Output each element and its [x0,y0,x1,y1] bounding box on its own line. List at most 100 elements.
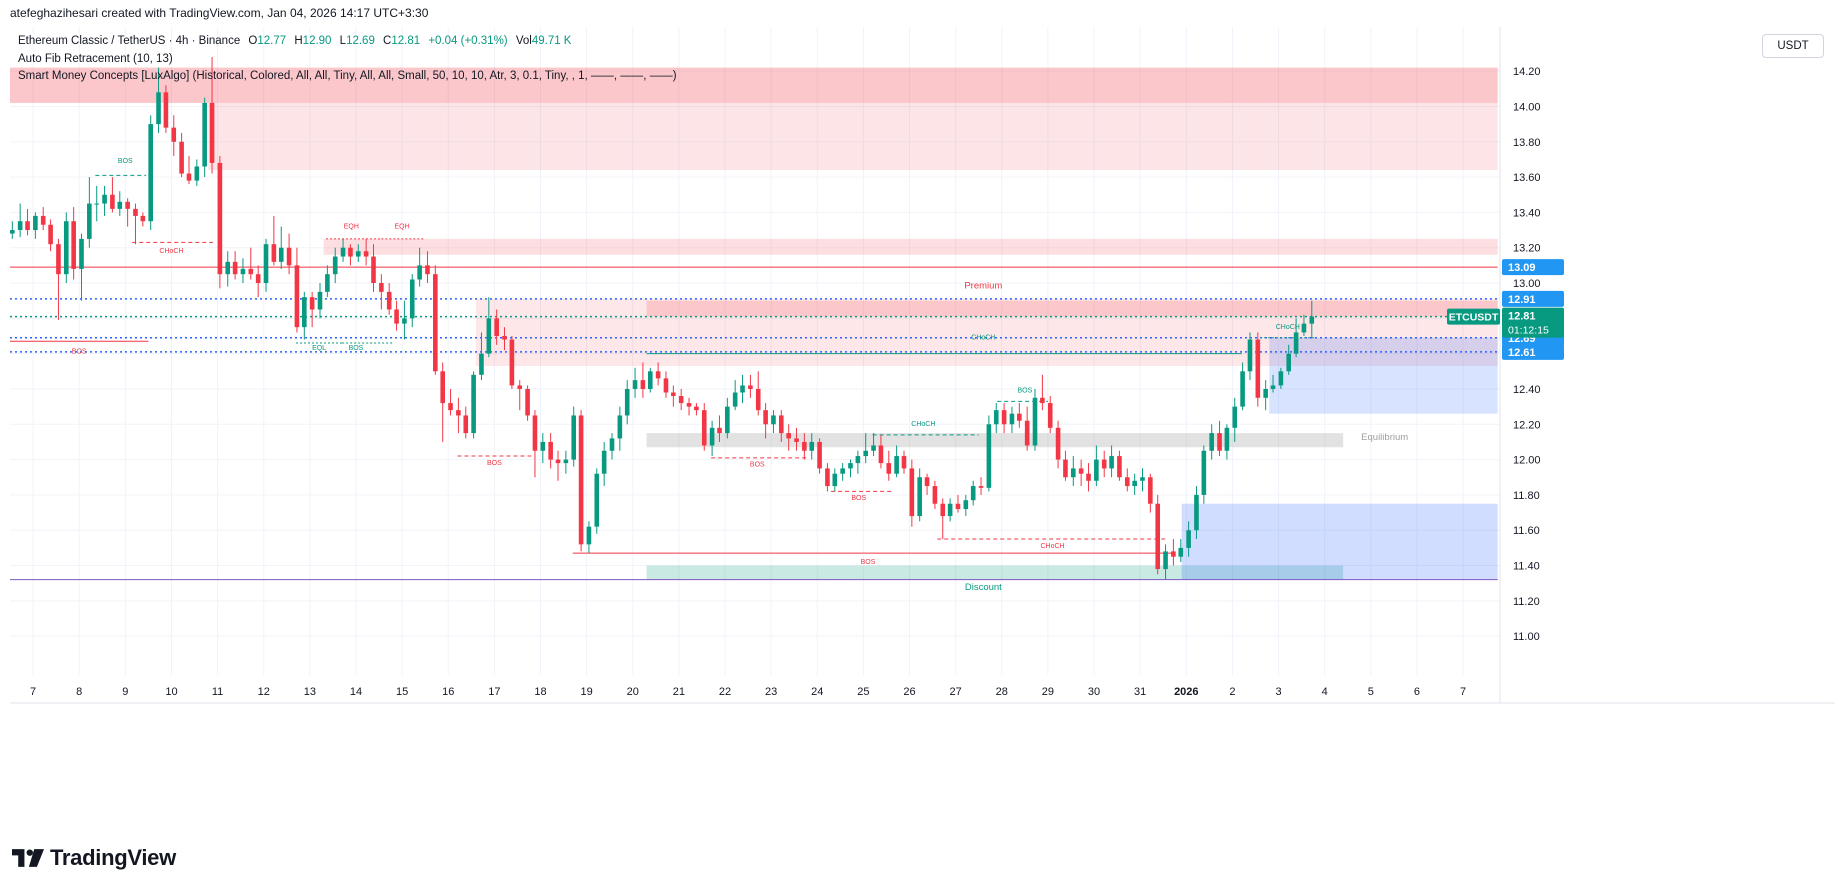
zone-label: Discount [965,582,1002,593]
candle [1047,396,1053,434]
y-tick-label: 13.60 [1513,172,1541,184]
candle-body [1032,397,1038,446]
candle [740,374,745,404]
candle [525,385,530,421]
structure-layer [10,174,1316,554]
price-tag [1502,259,1564,276]
candle-body [802,441,807,451]
countdown-label: 01:12:15 [1508,325,1549,337]
candle-body [694,406,699,411]
candle-body [1186,530,1191,548]
candle-body [909,468,915,517]
candle [217,155,223,289]
candle [970,480,976,506]
candle [278,226,284,269]
grid-layer [10,27,1835,704]
candle-body [417,265,422,280]
currency-selector[interactable]: USDT [1762,34,1824,58]
candle-body [386,291,392,310]
legend-indicator-fib[interactable]: Auto Fib Retracement (10, 13) [18,53,173,65]
legend-high: 12.90 [302,35,332,47]
labels-layer: BOS CHoCH EQH EQH BOS EQL BOS BOS CHoCH BOS CHoCH B… [72,158,1408,593]
candle [1032,388,1038,451]
candle [156,67,161,133]
structure-label: EQH [395,223,410,230]
candle-body [271,244,277,262]
candle [647,367,653,393]
candle [494,309,499,345]
candle-body [555,459,561,464]
candle-body [471,374,476,434]
symbol-tag [1447,308,1500,325]
candle-body [1309,316,1315,324]
candle [901,450,907,474]
legend-indicator-smc[interactable]: Smart Money Concepts [LuxAlgo] (Historic… [18,70,677,82]
structure-label: EQH [344,223,359,230]
candle [1301,314,1307,336]
candle [463,406,469,439]
candle [102,185,107,216]
x-tick-label: 7 [1460,686,1466,698]
candle-body [1247,339,1253,372]
candle-body [94,203,100,205]
candle-body [624,388,630,416]
candle-body [232,261,238,275]
candle [417,247,422,287]
candle [871,433,876,457]
candle-body [1024,420,1030,446]
candle [632,367,638,398]
x-tick-label: 31 [1134,686,1146,698]
candle [1186,521,1191,557]
candle [586,521,592,554]
x-tick-label: 19 [581,686,593,698]
candle [448,388,453,416]
structure-label: BOS [349,345,364,352]
candle-body [494,318,499,336]
candle-body [1255,339,1261,398]
candle-body [871,445,876,451]
candle [10,221,15,239]
candle [110,177,115,213]
candle [571,406,577,467]
candle [371,244,376,292]
zone-demand [1181,503,1498,580]
x-tick-label: 28 [996,686,1008,698]
candle-body [686,403,692,407]
legend-vol-label: Vol [515,35,532,47]
candle [878,434,884,469]
candle [117,191,123,216]
candle-body [1017,413,1022,421]
candle [655,362,661,386]
candle [532,410,538,478]
candle-body [25,221,30,231]
candle-body [1194,494,1199,531]
candle [578,410,584,552]
legend-change: +0.04 (+0.31%) [428,35,508,47]
candle-body [325,274,330,292]
candle [171,115,177,156]
candle [663,371,669,398]
candle [263,238,269,292]
legend-open: 12.77 [257,35,287,47]
candle-body [678,396,684,404]
candle [1194,486,1199,540]
x-tick-label: 24 [811,686,823,698]
price-tag-label: 12.91 [1508,294,1536,306]
candle [555,450,561,481]
candle [1209,424,1214,460]
candle [794,427,799,451]
x-tick-label: 8 [76,686,82,698]
chart-area[interactable]: BOS CHoCH EQH EQH BOS EQL BOS BOS CHoCH BOS CHoCH B… [10,27,1835,853]
price-tag [1502,290,1564,307]
structure-label: BOS [750,462,765,469]
legend-close: 12.81 [391,35,421,47]
price-chart[interactable]: BOS CHoCH EQH EQH BOS EQL BOS BOS CHoCH BOS CHoCH B… [10,27,1835,853]
candle-body [663,378,669,393]
candle-body [425,265,430,275]
candle-body [817,441,822,469]
candle [433,265,438,375]
candle [1086,463,1091,492]
candle [755,371,761,416]
legend-symbol[interactable]: Ethereum Classic / TetherUS · 4h · Binan… [18,35,241,47]
tradingview-wordmark: TradingView [50,845,176,870]
